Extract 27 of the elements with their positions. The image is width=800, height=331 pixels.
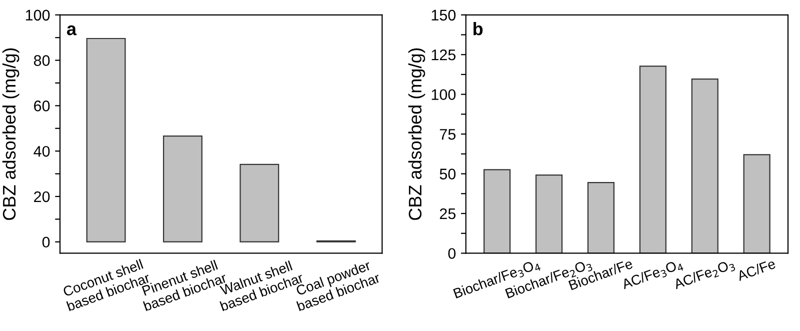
y-tick-label: 125 xyxy=(432,49,456,60)
annotation: b xyxy=(474,22,483,36)
y-axis-title: CBZ adsorbed (mg/g) xyxy=(2,48,20,220)
bar xyxy=(639,66,666,254)
bar xyxy=(240,164,280,242)
bar xyxy=(691,78,718,254)
annotation: a xyxy=(66,25,77,36)
bar xyxy=(587,182,615,254)
y-tick-label: 150 xyxy=(432,10,456,21)
y-tick-label: 0 xyxy=(42,236,50,248)
y-tick-label: 75 xyxy=(440,129,456,140)
y-tick-label: 100 xyxy=(26,10,50,21)
y-tick-label: 40 xyxy=(34,146,50,157)
bar xyxy=(743,154,770,254)
y-tick-label: 20 xyxy=(34,191,50,202)
bar xyxy=(162,136,202,242)
y-tick-label: 80 xyxy=(34,55,50,66)
bar xyxy=(484,169,511,254)
y-tick-label: 60 xyxy=(34,100,50,112)
y-tick-label: 25 xyxy=(440,208,456,220)
y-axis-title: CBZ adsorbed (mg/g) xyxy=(408,48,426,220)
y-tick-label: 100 xyxy=(432,89,456,100)
bar xyxy=(535,174,563,254)
y-tick-label: 0 xyxy=(448,248,456,259)
bar xyxy=(86,38,126,242)
x-tick-label: AC/Fe xyxy=(736,258,776,282)
y-tick-label: 50 xyxy=(440,168,456,180)
